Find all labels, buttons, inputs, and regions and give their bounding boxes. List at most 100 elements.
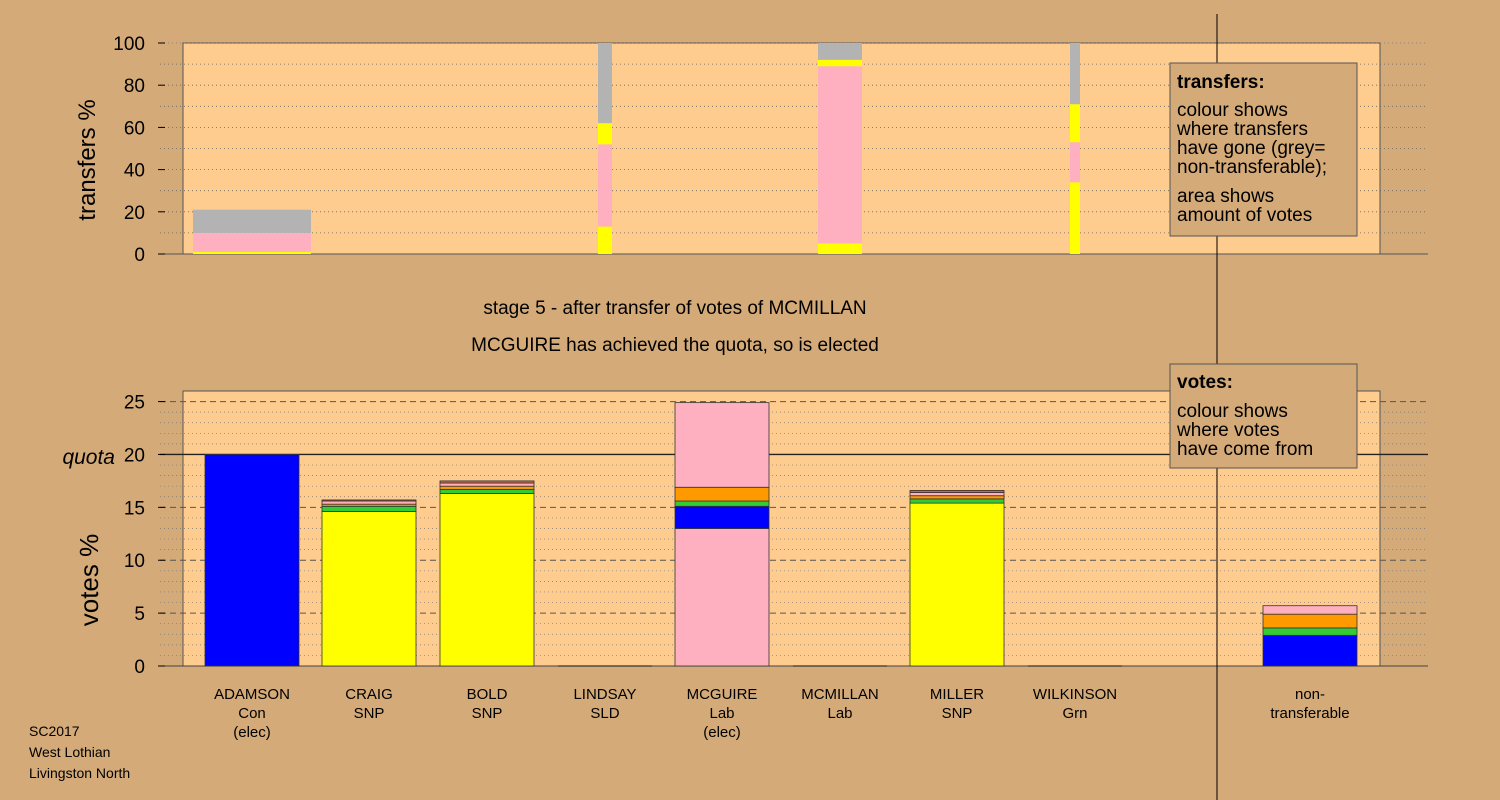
transfer-segment [818, 43, 862, 60]
transfer-segment [193, 232, 311, 252]
votes-y-axis-label: votes % [74, 534, 104, 627]
vote-segment [1262, 634, 1358, 667]
transfers-legend-line: have gone (grey= [1177, 138, 1325, 159]
transfer-segment [598, 144, 612, 227]
y-tick-label: 0 [134, 657, 145, 678]
vote-segment [674, 500, 770, 507]
transfers-bars [193, 43, 1080, 254]
candidate-label-mcguire: MCGUIRE [687, 686, 758, 703]
vote-segment [674, 505, 770, 529]
vote-segment [321, 511, 417, 667]
votes-legend-line: where votes [1176, 420, 1279, 441]
vote-segment [439, 488, 535, 494]
transfer-segment [1070, 43, 1080, 105]
transfers-legend-line: amount of votes [1177, 205, 1312, 226]
candidate-label-miller: SNP [942, 705, 973, 722]
transfer-segment [1070, 104, 1080, 143]
candidate-label-wilkinson: WILKINSON [1033, 686, 1117, 703]
transfer-segment [193, 251, 311, 254]
vote-segment [321, 505, 417, 512]
candidate-label-mcmillan: Lab [827, 705, 852, 722]
footer-election: SC2017 [29, 723, 80, 739]
transfer-segment [1070, 182, 1080, 254]
candidate-label-mcmillan: MCMILLAN [801, 686, 879, 703]
y-tick-label: 100 [113, 34, 145, 55]
vote-segment [909, 498, 1005, 504]
vote-segment [439, 485, 535, 490]
vote-segment [1262, 605, 1358, 615]
candidate-label-adamson: Con [238, 705, 266, 722]
votes-legend-line: have come from [1177, 439, 1313, 460]
transfer-segment [818, 66, 862, 244]
vote-segment [204, 454, 300, 667]
transfers-legend: transfers: colour shows where transfers … [1169, 62, 1358, 237]
transfers-legend-line: where transfers [1176, 119, 1308, 140]
vote-segment [909, 502, 1005, 667]
votes-legend-line: colour shows [1177, 401, 1288, 422]
candidate-labels: ADAMSON Con (elec) CRAIG SNP BOLD SNP LINDSAY SL… [214, 686, 1350, 741]
quota-label: quota [62, 446, 115, 469]
transfers-legend-title: transfers: [1177, 72, 1265, 93]
transfer-segment [818, 59, 862, 67]
votes-bars [204, 402, 1358, 667]
vote-segment [439, 482, 535, 487]
y-tick-label: 15 [124, 498, 145, 519]
vote-segment [909, 492, 1005, 497]
candidate-label-wilkinson: Grn [1062, 705, 1087, 722]
y-tick-label: 20 [124, 203, 145, 224]
y-tick-label: 5 [134, 604, 145, 625]
vote-segment [321, 500, 417, 505]
vote-segment [439, 493, 535, 667]
candidate-label-adamson: (elec) [233, 724, 271, 741]
candidate-label-lindsay: SLD [590, 705, 619, 722]
candidate-label-lindsay: LINDSAY [573, 686, 636, 703]
transfers-y-ticks: 0 20 40 60 80 100 [113, 34, 165, 266]
transfer-segment [1070, 142, 1080, 183]
stage-title: stage 5 - after transfer of votes of MCM… [483, 298, 866, 319]
vote-segment [674, 486, 770, 502]
votes-legend-box [1169, 363, 1358, 469]
transfer-segment [598, 43, 612, 124]
y-tick-label: 80 [124, 76, 145, 97]
candidate-label-nontransferable: non- [1295, 686, 1325, 703]
transfer-segment [193, 209, 311, 233]
candidate-label-mcguire: Lab [709, 705, 734, 722]
footer-ward: Livingston North [29, 765, 130, 781]
transfers-legend-box [1169, 62, 1358, 237]
stage-subtitle: MCGUIRE has achieved the quota, so is el… [471, 335, 879, 356]
vote-segment [674, 402, 770, 488]
y-tick-label: 20 [124, 445, 145, 466]
transfer-segment [818, 243, 862, 254]
candidate-label-bold: BOLD [467, 686, 508, 703]
transfer-segment [598, 226, 612, 254]
vote-segment [909, 495, 1005, 500]
vote-segment [1262, 627, 1358, 636]
transfers-legend-line: area shows [1177, 186, 1274, 207]
candidate-label-nontransferable: transferable [1270, 705, 1349, 722]
vote-segment [674, 528, 770, 667]
transfers-legend-line: colour shows [1177, 100, 1288, 121]
transfer-segment [598, 123, 612, 145]
vote-segment [439, 480, 535, 484]
candidate-label-adamson: ADAMSON [214, 686, 290, 703]
vote-segment [1262, 613, 1358, 629]
transfers-y-axis-label: transfers % [74, 99, 101, 220]
candidate-label-craig: CRAIG [345, 686, 393, 703]
footer-council: West Lothian [29, 744, 110, 760]
candidate-label-miller: MILLER [930, 686, 984, 703]
y-tick-label: 25 [124, 393, 145, 414]
vote-segment [321, 499, 417, 502]
y-tick-label: 40 [124, 161, 145, 182]
transfers-legend-line: non-transferable); [1177, 157, 1327, 178]
votes-legend-title: votes: [1177, 372, 1233, 393]
candidate-label-bold: SNP [472, 705, 503, 722]
y-tick-label: 0 [134, 245, 145, 266]
candidate-label-craig: SNP [354, 705, 385, 722]
y-tick-label: 60 [124, 118, 145, 139]
vote-segment [909, 490, 1005, 493]
y-tick-label: 10 [124, 551, 145, 572]
candidate-label-mcguire: (elec) [703, 724, 741, 741]
votes-y-ticks: 0 5 10 15 20 25 [124, 393, 165, 678]
votes-legend: votes: colour shows where votes have com… [1169, 363, 1358, 469]
